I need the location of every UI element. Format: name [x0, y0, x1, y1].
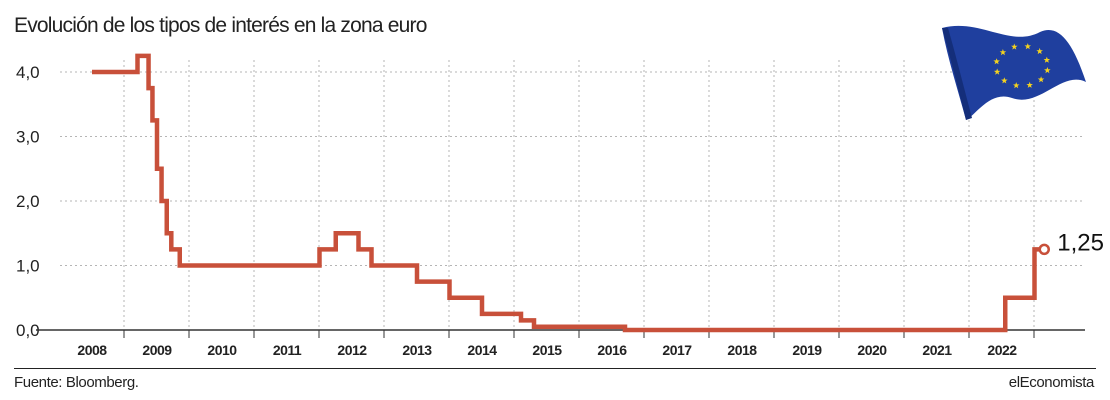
x-tick-label: 2010 [207, 342, 237, 358]
x-tick-label: 2021 [922, 342, 952, 358]
y-tick-label: 1,0 [16, 257, 40, 276]
y-tick-label: 3,0 [16, 128, 40, 147]
x-axis-ticks: 2008 2009 2010 2011 2012 2013 2014 2015 2016 2017… [77, 342, 1017, 358]
publisher-logo: elEconomista [1008, 374, 1095, 391]
flag-star [1001, 77, 1008, 84]
flag-star [1043, 56, 1051, 63]
x-tick-label: 2022 [987, 342, 1017, 358]
flag-star [1044, 67, 1051, 74]
flag-star [993, 68, 1001, 75]
x-tick-label: 2009 [142, 342, 172, 358]
source-note: Fuente: Bloomberg. [14, 374, 139, 391]
y-tick-label: 0,0 [16, 321, 40, 340]
chart-title: Evolución de los tipos de interés en la … [14, 14, 427, 37]
y-tick-label: 4,0 [16, 63, 40, 82]
x-tick-label: 2013 [402, 342, 432, 358]
x-tick-label: 2014 [467, 342, 497, 358]
rate-series-line [92, 53, 1045, 333]
flag-star [1037, 76, 1045, 83]
end-value-label: 1,25 [1057, 229, 1104, 256]
x-tick-label: 2017 [662, 342, 692, 358]
footer-divider [14, 368, 1096, 369]
flag-star [1024, 43, 1031, 50]
grid [60, 60, 1085, 338]
flag-star [999, 49, 1007, 56]
x-tick-label: 2008 [77, 342, 107, 358]
x-tick-label: 2012 [337, 342, 367, 358]
flag-star [1013, 82, 1020, 89]
flag-star [1026, 81, 1033, 88]
x-tick-label: 2020 [857, 342, 887, 358]
y-axis-ticks: 0,0 1,0 2,0 3,0 4,0 [16, 63, 40, 340]
x-tick-label: 2019 [792, 342, 822, 358]
x-tick-label: 2016 [597, 342, 627, 358]
x-tick-label: 2018 [727, 342, 757, 358]
flag-star [1036, 47, 1043, 55]
y-tick-label: 2,0 [16, 192, 40, 211]
x-tick-label: 2015 [532, 342, 562, 358]
flag-star [993, 58, 1000, 65]
eu-flag-icon [942, 25, 1086, 120]
end-point-marker [1038, 243, 1050, 256]
x-tick-label: 2011 [273, 342, 302, 358]
flag-star [1011, 43, 1018, 50]
